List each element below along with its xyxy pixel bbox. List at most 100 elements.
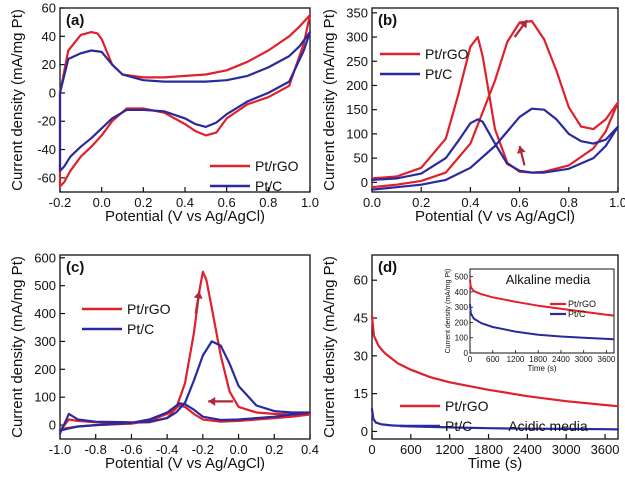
x-tick-label: 0 [368,442,375,457]
x-tick-label: 0.6 [511,195,529,210]
x-tick-label: 2400 [552,355,570,364]
x-tick-label: 1800 [474,442,503,457]
y-axis-label: Current density (mA/mg Pt) [9,9,26,191]
legend: Pt/rGO Pt/C [400,398,489,434]
y-tick-label: 0 [49,85,56,100]
y-tick-label: 0 [361,175,368,190]
y-tick-label: 40 [42,29,56,44]
arrow-reverse-scan [208,396,234,406]
arrow-reverse-scan-head [208,396,216,406]
legend-label-pt-rgo: Pt/rGO [127,301,171,317]
series-line-pt-c [370,107,620,191]
x-tick-label: -1.0 [49,442,71,457]
y-tick-label: 50 [354,151,368,166]
y-tick-label: -20 [37,114,56,129]
x-tick-label: 0.0 [93,195,111,210]
y-tick-label: 45 [354,311,368,326]
panel-a: -0.2 0.0 0.2 0.4 0.6 0.8 1.0 -60 -40 -20 0 20 40 60 Po… [9,1,319,226]
x-axis-label: Time (s) [527,364,556,373]
series-line-pt-c [58,340,312,435]
arrow-forward-scan-head [519,20,527,29]
inset-title: Alkaline media [506,272,591,287]
x-tick-label: 1800 [529,355,547,364]
legend: Pt/rGO Pt/C [82,301,171,337]
legend-label-pt-rgo: Pt/rGO [445,398,489,414]
panel-c: -1.0 -0.8 -0.6 -0.4 -0.2 0.0 0.2 0.4 0 100 200 300 4… [9,250,319,472]
x-tick-label: 0.8 [560,195,578,210]
legend-label-pt-rgo: Pt/rGO [568,299,596,309]
y-tick-label: 500 [455,273,469,282]
y-tick-label: 60 [42,1,56,16]
panel-b: 0.0 0.2 0.4 0.6 0.8 1.0 0 50 100 150 200 250 300 350 P… [321,5,625,225]
x-axis-label: Potential (V vs Ag/AgCl) [105,455,265,472]
y-tick-label: 500 [34,278,56,293]
x-tick-label: -0.4 [156,442,178,457]
arrow-reverse-scan-head [516,146,526,154]
y-tick-label: -40 [37,142,56,157]
x-tick-label: 0.2 [412,195,430,210]
plot-frame [59,254,311,440]
y-tick-label: 30 [354,348,368,363]
legend-label-pt-c: Pt/C [425,66,452,82]
plot-frame [371,7,619,193]
x-tick-label: 1200 [435,442,464,457]
y-tick-label: 0 [49,418,56,433]
arrow-forward-scan [193,291,203,314]
legend-label-pt-rgo: Pt/rGO [425,46,469,62]
x-tick-label: 0.2 [134,195,152,210]
legend: Pt/rGO Pt/C [210,158,299,194]
arrow-forward-scan [513,19,528,38]
x-axis-label: Time (s) [468,455,522,472]
panel-d-inset: 0 600 1200 1800 2400 3000 3600 0 100 200 300 400 500… [445,268,616,373]
y-tick-label: 100 [34,390,56,405]
series-line-pt-rgo [370,314,620,408]
x-tick-label: 0 [468,355,473,364]
panel-label: (d) [378,259,397,276]
x-tick-label: 2400 [513,442,542,457]
y-tick-label: 300 [34,334,56,349]
panel-label: (c) [66,259,84,276]
series-line-pt-rgo [469,279,615,317]
y-tick-label: 200 [346,78,368,93]
legend-label-pt-c: Pt/C [127,321,154,337]
y-tick-label: 300 [455,303,469,312]
x-axis-label: Potential (V vs Ag/AgCl) [105,208,265,225]
y-tick-label: 600 [34,250,56,265]
y-tick-label: 350 [346,5,368,20]
arrow-forward-scan-head [193,291,203,299]
y-tick-label: 300 [346,30,368,45]
y-tick-label: 150 [346,102,368,117]
plot-frame [371,254,619,440]
series-line-pt-c [58,30,312,172]
y-tick-label: 250 [346,54,368,69]
x-tick-label: 0.2 [265,442,283,457]
y-tick-label: 200 [455,318,469,327]
x-tick-label: 0.0 [230,442,248,457]
y-axis-label: Current density (mA/mg Pt) [321,256,338,438]
panel-label: (a) [66,12,84,29]
y-axis-label: Current density (mA/mg Pt) [321,9,338,191]
legend-label-pt-c: Pt/C [568,309,586,319]
x-tick-label: -0.6 [120,442,142,457]
series-line-pt-rgo [58,270,312,432]
series-line-pt-rgo [370,20,620,189]
x-tick-label: 1.0 [609,195,625,210]
legend-label-pt-c: Pt/C [255,178,282,194]
x-tick-label: 0.4 [461,195,479,210]
legend: Pt/rGO Pt/C [380,46,469,82]
x-tick-label: 1200 [507,355,525,364]
arrow-reverse-scan [516,145,526,166]
y-tick-label: 0 [361,424,368,439]
x-tick-label: -0.8 [85,442,107,457]
x-tick-label: 3600 [591,442,620,457]
x-tick-label: 0.4 [301,442,319,457]
y-tick-label: 100 [455,334,469,343]
annotation-acidic-media: Acidic media [508,418,588,434]
legend-label-pt-c: Pt/C [445,418,472,434]
x-tick-label: -0.2 [192,442,214,457]
y-tick-label: 200 [34,362,56,377]
x-tick-label: 0.6 [218,195,236,210]
x-tick-label: 3000 [552,442,581,457]
panel-label: (b) [378,12,397,29]
